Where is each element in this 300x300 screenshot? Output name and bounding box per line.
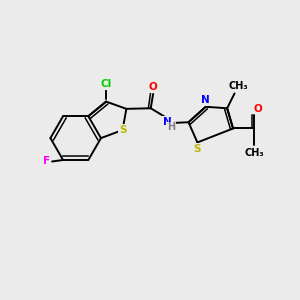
Text: CH₃: CH₃ bbox=[228, 81, 248, 91]
Text: H: H bbox=[167, 122, 175, 132]
Text: S: S bbox=[193, 144, 201, 154]
Text: S: S bbox=[119, 125, 126, 135]
Text: N: N bbox=[201, 95, 210, 105]
Text: Cl: Cl bbox=[100, 79, 112, 89]
Text: F: F bbox=[43, 157, 50, 166]
Text: N: N bbox=[163, 117, 172, 127]
Text: O: O bbox=[149, 82, 158, 92]
Text: CH₃: CH₃ bbox=[245, 148, 264, 158]
Text: O: O bbox=[254, 103, 262, 114]
